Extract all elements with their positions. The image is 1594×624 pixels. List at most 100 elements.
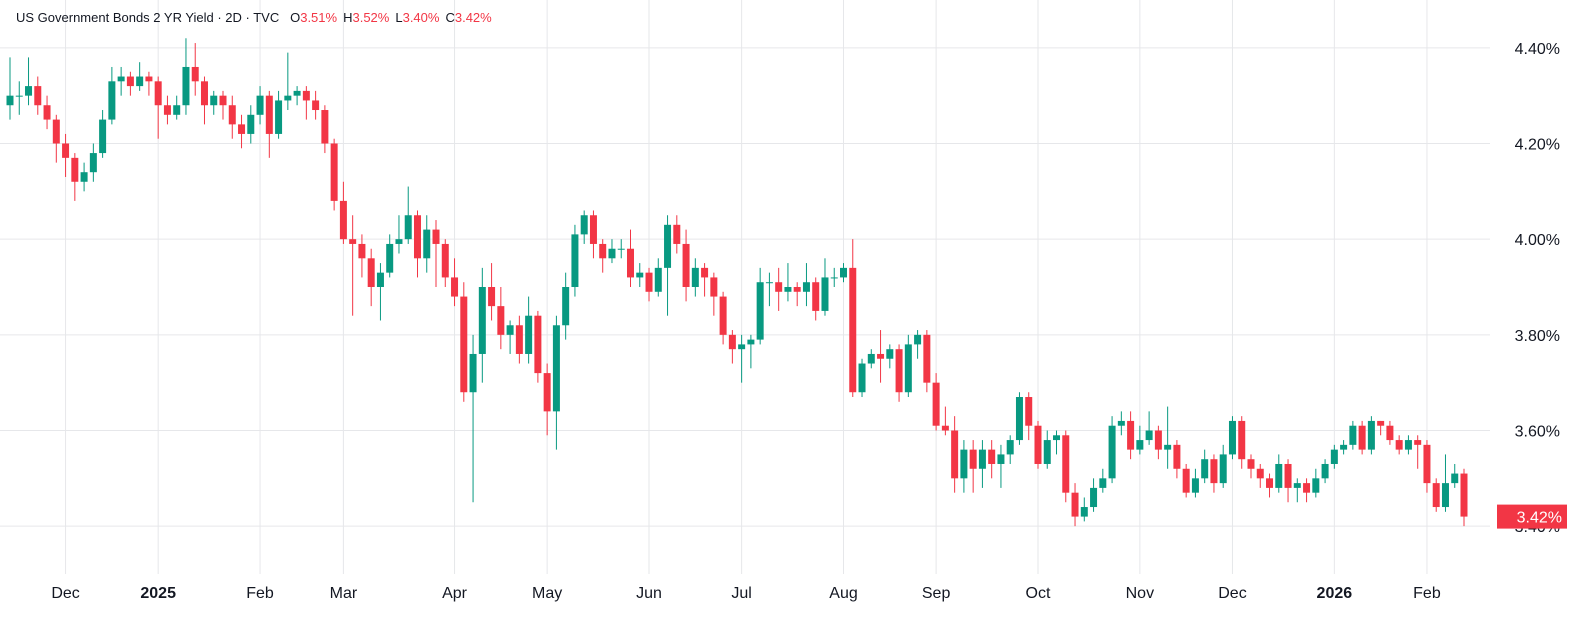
candle-body xyxy=(126,76,134,87)
x-tick-label: Jul xyxy=(731,585,751,602)
y-tick-label: 3.80% xyxy=(1515,328,1560,345)
x-tick-label: Mar xyxy=(330,585,358,602)
candle-body xyxy=(117,76,125,82)
candle-body xyxy=(52,119,60,144)
candle-body xyxy=(80,172,88,182)
ohlc-value: 3.42% xyxy=(454,10,492,25)
candle-body xyxy=(589,215,597,244)
candle-body xyxy=(701,267,709,278)
candle-body xyxy=(914,334,922,345)
candle-body xyxy=(6,95,14,106)
candle-body xyxy=(210,95,218,106)
candle-body xyxy=(1414,440,1422,445)
candle-body xyxy=(182,66,190,106)
candle-body xyxy=(1367,420,1375,450)
chart-header: US Government Bonds 2 YR Yield · 2D · TV… xyxy=(16,10,498,25)
candle-body xyxy=(89,153,97,173)
candle-body xyxy=(858,363,866,393)
x-tick-label: Dec xyxy=(51,585,79,602)
candle-body xyxy=(960,449,968,479)
candle-body xyxy=(802,282,810,292)
candle-body xyxy=(1284,463,1292,488)
x-tick-label: Apr xyxy=(442,585,468,602)
candle-body xyxy=(1441,483,1449,508)
ohlc-value: 3.51% xyxy=(300,10,338,25)
ohlc-value: 3.40% xyxy=(402,10,440,25)
chart-title: US Government Bonds 2 YR Yield · 2D · TV… xyxy=(16,10,280,25)
candle-body xyxy=(1247,459,1255,469)
candle-body xyxy=(284,95,292,101)
candle-body xyxy=(1275,463,1283,488)
candle-body xyxy=(43,105,51,120)
candle-body xyxy=(1071,492,1079,517)
candle-body xyxy=(293,90,301,96)
x-tick-label: Sep xyxy=(922,585,951,602)
candle-body xyxy=(173,105,181,115)
candle-body xyxy=(349,239,357,244)
candle-body xyxy=(626,248,634,278)
candle-body xyxy=(1321,463,1329,479)
candle-body xyxy=(302,90,310,101)
candle-body xyxy=(71,157,79,182)
candle-body xyxy=(451,277,459,297)
candle-body xyxy=(840,267,848,278)
x-tick-label: Dec xyxy=(1218,585,1246,602)
x-tick-label: Feb xyxy=(1413,585,1441,602)
candle-body xyxy=(821,277,829,311)
candle-body xyxy=(15,95,23,97)
candle-body xyxy=(200,81,208,106)
candle-body xyxy=(108,81,116,120)
candle-body xyxy=(784,287,792,292)
candle-body xyxy=(534,315,542,374)
candle-body xyxy=(1117,420,1125,426)
candle-body xyxy=(765,282,773,284)
candle-body xyxy=(997,454,1005,464)
candle-body xyxy=(1340,444,1348,450)
x-tick-label: 2025 xyxy=(140,585,176,602)
candle-body xyxy=(497,306,505,335)
candle-body xyxy=(1090,487,1098,508)
candle-body xyxy=(1191,478,1199,493)
candle-body xyxy=(552,325,560,412)
candle-body xyxy=(1228,420,1236,455)
candle-body xyxy=(1099,478,1107,488)
x-tick-label: Aug xyxy=(829,585,857,602)
candle-body xyxy=(469,353,477,393)
candle-body xyxy=(34,86,42,106)
candle-body xyxy=(506,325,514,335)
candle-body xyxy=(404,215,412,240)
candle-body xyxy=(478,287,486,354)
candle-body xyxy=(1395,440,1403,450)
candle-body xyxy=(1053,435,1061,441)
candle-body xyxy=(923,334,931,383)
last-price-label: 3.42% xyxy=(1517,510,1562,527)
candle-body xyxy=(1303,483,1311,493)
candle-body xyxy=(330,143,338,201)
candle-body xyxy=(1173,444,1181,469)
candle-body xyxy=(247,114,255,134)
candle-body xyxy=(636,272,644,278)
candle-body xyxy=(1451,473,1459,484)
x-tick-label: Feb xyxy=(246,585,274,602)
candle-body xyxy=(1312,478,1320,493)
candle-body xyxy=(1377,420,1385,426)
candle-body xyxy=(1015,397,1023,441)
candle-body xyxy=(775,282,783,292)
candle-body xyxy=(719,296,727,335)
candle-body xyxy=(988,449,996,464)
ohlc-name: L xyxy=(395,10,403,25)
candle-body xyxy=(1386,425,1394,441)
candle-body xyxy=(1034,425,1042,464)
candle-body xyxy=(1293,483,1301,488)
candle-body xyxy=(256,95,264,115)
candle-body xyxy=(812,282,820,311)
candle-body xyxy=(238,124,246,134)
candle-body xyxy=(219,95,227,106)
candle-body xyxy=(747,339,755,345)
candle-body xyxy=(654,267,662,292)
candle-body xyxy=(312,100,320,111)
candle-body xyxy=(413,215,421,259)
last-price-tag xyxy=(1497,504,1567,529)
